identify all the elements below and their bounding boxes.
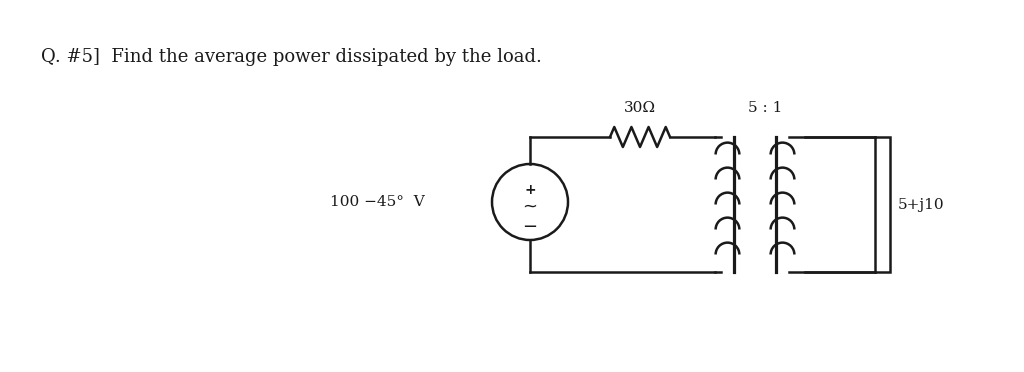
Text: 30Ω: 30Ω <box>624 101 656 115</box>
Text: −: − <box>522 218 538 236</box>
Bar <box>874 137 890 272</box>
Text: ~: ~ <box>522 198 538 216</box>
Text: +: + <box>524 183 536 197</box>
Text: Q. #5]  Find the average power dissipated by the load.: Q. #5] Find the average power dissipated… <box>41 48 542 66</box>
Text: 5+j10: 5+j10 <box>898 198 944 212</box>
Text: 5 : 1: 5 : 1 <box>748 101 782 115</box>
Text: 100 −45°  V: 100 −45° V <box>331 195 425 209</box>
